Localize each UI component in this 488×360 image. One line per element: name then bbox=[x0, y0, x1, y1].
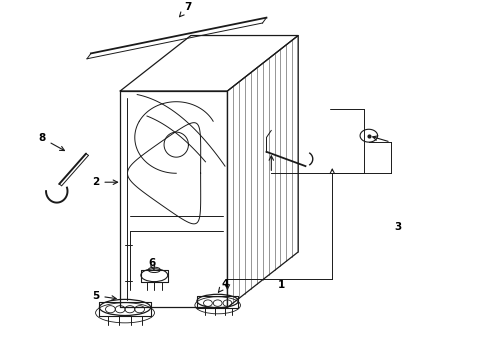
Text: 8: 8 bbox=[39, 133, 64, 150]
Text: 3: 3 bbox=[394, 222, 401, 232]
Text: 2: 2 bbox=[92, 177, 117, 187]
Text: 7: 7 bbox=[179, 2, 192, 17]
Text: 5: 5 bbox=[92, 291, 116, 301]
Text: 4: 4 bbox=[218, 279, 228, 292]
Text: 6: 6 bbox=[148, 258, 155, 270]
Text: 1: 1 bbox=[277, 280, 284, 290]
